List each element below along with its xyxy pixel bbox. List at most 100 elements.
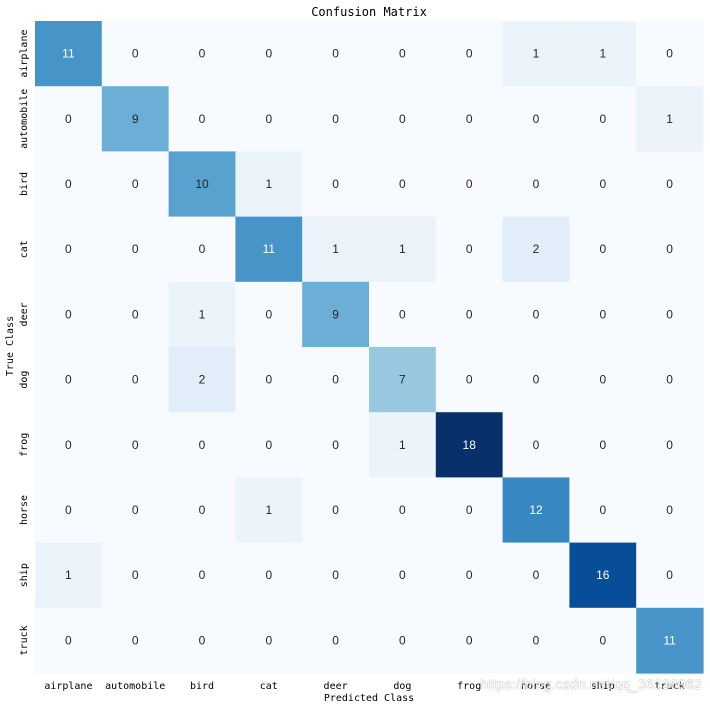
cell-value-label: 0 xyxy=(466,503,473,517)
cell-value-label: 0 xyxy=(132,177,139,191)
heatmap-cell xyxy=(35,151,103,218)
cell-value-label: 0 xyxy=(599,633,606,647)
cell-value-label: 0 xyxy=(265,568,272,582)
cell-value-label: 0 xyxy=(199,568,206,582)
heatmap-cell xyxy=(302,477,370,544)
heatmap-cell xyxy=(569,477,637,544)
cell-value-label: 0 xyxy=(666,503,673,517)
heatmap-cell xyxy=(435,21,504,87)
cell-value-label: 0 xyxy=(265,112,272,126)
cell-value-label: 0 xyxy=(132,633,139,647)
cell-value-label: 0 xyxy=(466,47,473,61)
cell-value-label: 7 xyxy=(399,373,406,387)
chart-title: Confusion Matrix xyxy=(311,5,427,19)
cell-value-label: 0 xyxy=(65,112,72,126)
heatmap-cell xyxy=(235,216,303,283)
heatmap-cell xyxy=(35,542,103,609)
cell-value-label: 0 xyxy=(666,242,673,256)
y-tick-label: frog xyxy=(19,433,30,457)
cell-value-label: 0 xyxy=(132,242,139,256)
cell-value-label: 9 xyxy=(332,307,339,321)
heatmap-cell xyxy=(235,477,303,544)
cell-value-label: 16 xyxy=(596,568,610,582)
heatmap-cell xyxy=(168,412,236,478)
x-tick-label: truck xyxy=(655,681,685,692)
cell-value-label: 0 xyxy=(199,438,206,452)
heatmap-cell xyxy=(235,21,303,87)
cell-value-label: 1 xyxy=(399,242,406,256)
cell-value-label: 0 xyxy=(199,503,206,517)
cell-value-label: 0 xyxy=(399,633,406,647)
x-tick-label: airplane xyxy=(44,681,92,692)
heatmap-cell xyxy=(101,347,170,413)
cell-value-label: 0 xyxy=(666,307,673,321)
heatmap-cell xyxy=(35,477,103,544)
cell-value-label: 0 xyxy=(466,633,473,647)
heatmap-cell xyxy=(502,281,570,348)
cell-value-label: 18 xyxy=(463,438,477,452)
cell-value-label: 0 xyxy=(466,112,473,126)
heatmap-cell xyxy=(101,216,170,283)
cell-value-label: 0 xyxy=(599,177,606,191)
y-tick-label: truck xyxy=(19,625,30,655)
heatmap-cell xyxy=(235,86,303,152)
cell-value-label: 0 xyxy=(399,307,406,321)
cell-value-label: 0 xyxy=(533,568,540,582)
cell-value-label: 0 xyxy=(466,307,473,321)
cell-value-label: 0 xyxy=(599,373,606,387)
heatmap-cell xyxy=(502,151,570,218)
cell-value-label: 1 xyxy=(399,438,406,452)
heatmap-cell xyxy=(302,216,370,283)
heatmap-cell xyxy=(502,542,570,609)
heatmap-cell xyxy=(569,542,637,609)
heatmap-cell xyxy=(435,477,504,544)
y-tick-labels: airplane automobile bird cat deer dog frog hors… xyxy=(19,30,30,656)
cell-value-label: 0 xyxy=(599,307,606,321)
cell-value-label: 0 xyxy=(132,373,139,387)
heatmap-cell xyxy=(302,542,370,609)
cell-value-label: 0 xyxy=(332,373,339,387)
cell-value-label: 0 xyxy=(65,438,72,452)
heatmap-cell xyxy=(168,347,236,413)
cell-value-label: 0 xyxy=(332,177,339,191)
heatmap-cell xyxy=(636,607,704,674)
heatmap-cell xyxy=(235,542,303,609)
cell-value-label: 0 xyxy=(666,373,673,387)
x-tick-label: cat xyxy=(260,681,278,692)
x-tick-label: automobile xyxy=(105,681,165,692)
y-tick-label: dog xyxy=(19,371,30,389)
heatmap-cell xyxy=(101,477,170,544)
heatmap-cell xyxy=(235,281,303,348)
cell-value-label: 0 xyxy=(666,568,673,582)
heatmap-cell xyxy=(168,607,236,674)
x-tick-label: frog xyxy=(457,681,481,692)
cell-value-label: 11 xyxy=(263,242,276,256)
cell-value-label: 12 xyxy=(529,503,543,517)
cell-value-label: 0 xyxy=(132,438,139,452)
heatmap-cell xyxy=(569,412,637,478)
cell-value-label: 9 xyxy=(132,112,139,126)
cell-value-label: 0 xyxy=(666,177,673,191)
heatmap-cell xyxy=(101,21,170,87)
x-tick-labels: airplane automobile bird cat deer dog frog hors… xyxy=(44,681,684,692)
heatmap-cell xyxy=(101,86,170,152)
heatmap-cell xyxy=(435,86,504,152)
heatmap-cell xyxy=(502,21,570,87)
heatmap-cell xyxy=(302,281,370,348)
heatmap-cell xyxy=(435,347,504,413)
cell-value-label: 0 xyxy=(666,47,673,61)
cell-value-label: 0 xyxy=(466,177,473,191)
heatmap-cell xyxy=(302,86,370,152)
heatmap-cell xyxy=(35,21,103,87)
y-axis-label: True Class xyxy=(5,316,16,376)
cell-value-label: 11 xyxy=(663,633,676,647)
cell-value-label: 0 xyxy=(399,47,406,61)
x-tick-label: bird xyxy=(190,681,214,692)
heatmap-cell xyxy=(302,412,370,478)
heatmap-cell xyxy=(101,607,170,674)
cell-value-label: 0 xyxy=(265,307,272,321)
cell-value-label: 0 xyxy=(132,568,139,582)
x-axis-label: Predicted Class xyxy=(324,693,414,704)
heatmap-cell xyxy=(369,347,437,413)
